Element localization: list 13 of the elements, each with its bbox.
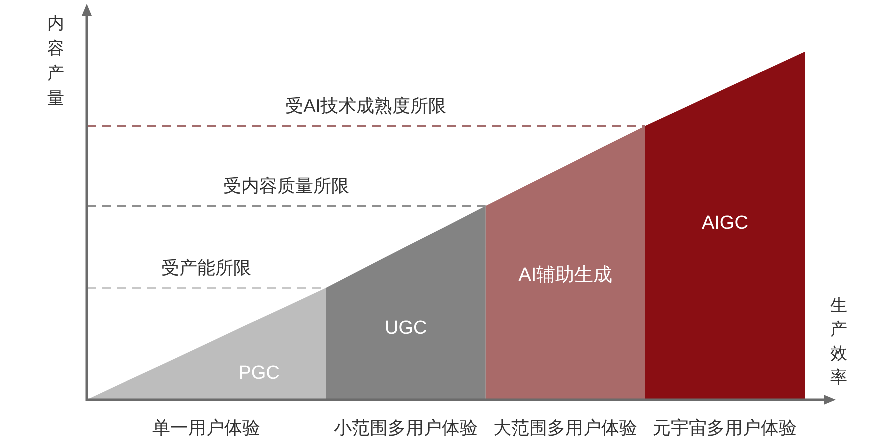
series-name: PGC	[238, 362, 280, 384]
x-axis-title: 生产效率	[830, 296, 848, 387]
x-tick-label: 小范围多用户体验	[334, 418, 478, 438]
series-name: AIGC	[702, 212, 748, 234]
series-name: UGC	[385, 318, 428, 340]
ref-label: 受AI技术成熟度所限	[286, 96, 447, 116]
x-tick-label: 单一用户体验	[152, 418, 261, 438]
series-name: AI辅助生成	[518, 265, 613, 286]
ref-label: 受产能所限	[162, 258, 252, 278]
x-tick-label: 大范围多用户体验	[494, 418, 638, 438]
ref-label: 受内容质量所限	[223, 176, 350, 196]
x-tick-label: 元宇宙多用户体验	[653, 418, 798, 438]
y-axis-title: 内容产量	[48, 14, 64, 108]
